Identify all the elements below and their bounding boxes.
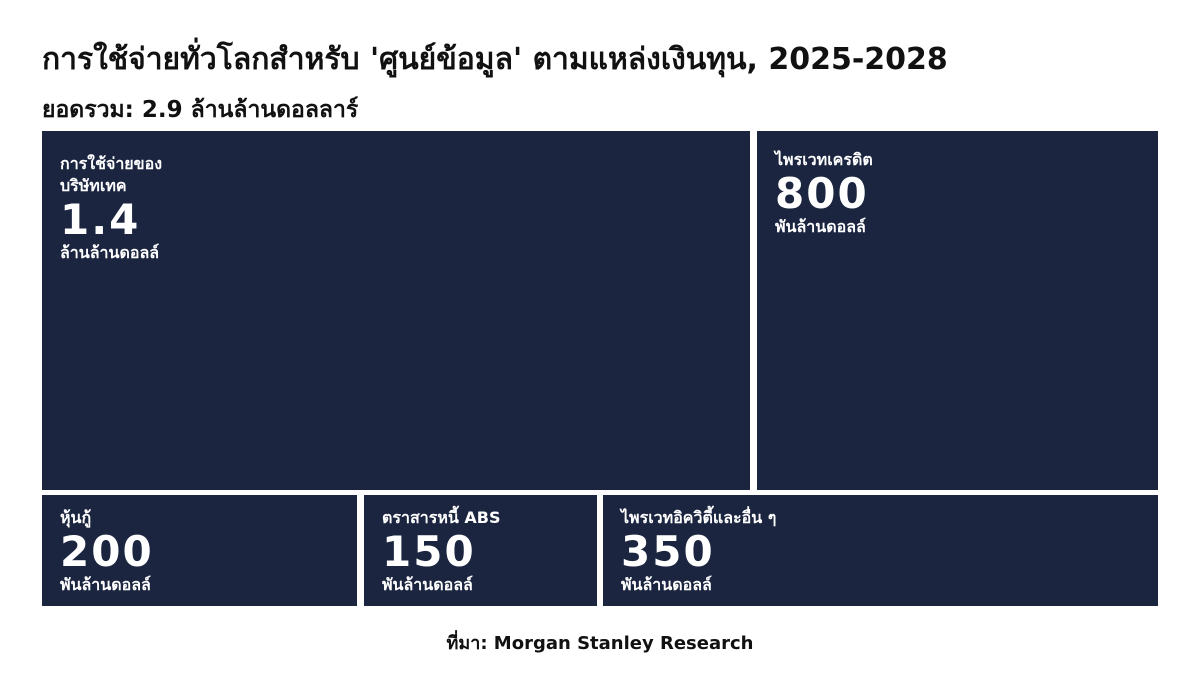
cell-value: 350 bbox=[621, 527, 715, 576]
cell-unit: พันล้านดอลล์ bbox=[382, 575, 473, 594]
cell-unit: พันล้านดอลล์ bbox=[621, 575, 712, 594]
cell-unit: พันล้านดอลล์ bbox=[60, 575, 151, 594]
treemap-cell: ไพรเวทอิควิตี้และอื่น ๆ 350 พันล้านดอลล์ bbox=[603, 495, 1158, 606]
cell-label: ไพรเวทเครดิต bbox=[775, 150, 873, 169]
cell-label: ตราสารหนี้ ABS bbox=[382, 508, 501, 527]
treemap-cell: ไพรเวทเครดิต 800 พันล้านดอลล์ bbox=[757, 131, 1158, 490]
treemap-cell: หุ้นกู้ 200 พันล้านดอลล์ bbox=[42, 495, 357, 606]
cell-value: 150 bbox=[382, 527, 476, 576]
cell-unit: ล้านล้านดอลล์ bbox=[60, 243, 160, 262]
treemap-cell: การใช้จ่ายของบริษัทเทค 1.4 ล้านล้านดอลล์ bbox=[42, 131, 750, 490]
cell-value: 800 bbox=[775, 169, 869, 218]
cell-label: ไพรเวทอิควิตี้และอื่น ๆ bbox=[621, 508, 777, 527]
chart-subtitle: ยอดรวม: 2.9 ล้านล้านดอลลาร์ bbox=[42, 97, 359, 123]
treemap-cell: ตราสารหนี้ ABS 150 พันล้านดอลล์ bbox=[364, 495, 597, 606]
source-note: ที่มา: Morgan Stanley Research bbox=[446, 633, 754, 654]
cell-value: 200 bbox=[60, 527, 154, 576]
cell-unit: พันล้านดอลล์ bbox=[775, 217, 866, 236]
cell-label: การใช้จ่ายของบริษัทเทค bbox=[60, 154, 163, 195]
cell-label: หุ้นกู้ bbox=[60, 508, 92, 527]
cell-value: 1.4 bbox=[60, 195, 141, 244]
chart-title: การใช้จ่ายทั่วโลกสำหรับ 'ศูนย์ข้อมูล' ตา… bbox=[42, 42, 948, 77]
